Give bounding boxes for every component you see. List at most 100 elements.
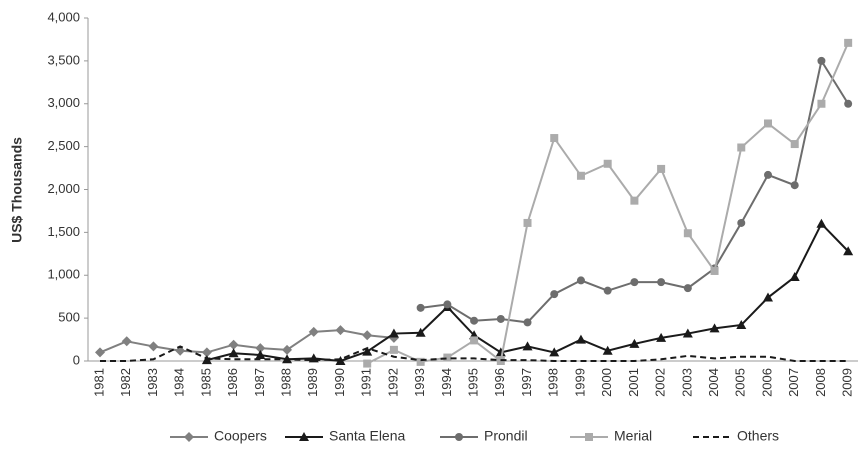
x-tick-label: 1990 — [332, 368, 347, 397]
x-tick-label: 1998 — [546, 368, 561, 397]
marker — [816, 218, 827, 228]
marker — [389, 345, 398, 354]
x-tick-label: 1996 — [492, 368, 507, 397]
x-tick-label: 1986 — [225, 368, 240, 397]
marker — [683, 284, 692, 293]
marker — [550, 290, 559, 299]
series-line — [206, 222, 849, 363]
marker — [656, 332, 667, 342]
marker — [121, 336, 132, 347]
y-tick-label: 2,000 — [47, 181, 80, 196]
y-tick-label: 2,500 — [47, 138, 80, 153]
x-tick-label: 1981 — [91, 368, 106, 397]
legend-label: Prondil — [484, 428, 528, 444]
marker — [630, 196, 639, 205]
marker — [201, 355, 212, 365]
x-tick-label: 2004 — [706, 368, 721, 397]
marker — [790, 140, 799, 149]
legend-label: Others — [737, 428, 779, 444]
y-tick-label: 3,500 — [47, 52, 80, 67]
marker — [763, 292, 773, 302]
marker — [576, 171, 585, 180]
x-tick-label: 2007 — [786, 368, 801, 397]
x-tick-label: 1991 — [359, 368, 374, 397]
x-tick-label: 2003 — [679, 368, 694, 397]
marker — [790, 181, 799, 190]
y-tick-label: 3,000 — [47, 95, 80, 110]
marker — [363, 359, 372, 368]
marker — [299, 432, 309, 441]
marker — [443, 300, 452, 309]
marker — [522, 341, 533, 351]
x-tick-label: 1984 — [172, 368, 187, 397]
marker — [388, 328, 399, 338]
x-tick-label: 1983 — [145, 368, 160, 397]
marker — [657, 278, 666, 287]
x-tick-label: 2006 — [759, 368, 774, 397]
marker — [710, 266, 719, 275]
marker — [575, 334, 586, 344]
marker — [844, 38, 853, 47]
marker — [629, 338, 640, 348]
x-tick-label: 1987 — [252, 368, 267, 397]
marker — [228, 348, 239, 358]
marker — [335, 356, 346, 365]
marker — [683, 229, 692, 238]
marker — [817, 99, 826, 108]
marker — [576, 276, 585, 285]
marker — [95, 347, 105, 358]
y-tick-label: 4,000 — [47, 9, 80, 24]
marker — [523, 318, 532, 327]
marker — [255, 349, 266, 359]
legend-label: Merial — [614, 428, 652, 444]
marker — [550, 134, 559, 143]
marker — [764, 119, 772, 128]
marker — [362, 330, 373, 341]
y-tick-label: 0 — [73, 352, 80, 367]
marker — [308, 326, 319, 337]
x-tick-label: 2000 — [599, 368, 614, 397]
marker — [496, 314, 505, 323]
marker — [603, 159, 612, 168]
y-axis-label: US$ Thousands — [9, 137, 25, 243]
marker — [585, 433, 593, 441]
marker — [495, 347, 506, 357]
marker — [523, 218, 532, 227]
marker — [549, 347, 560, 357]
marker — [709, 323, 720, 333]
marker — [455, 433, 463, 441]
marker — [416, 303, 425, 312]
marker — [737, 218, 746, 227]
marker — [843, 246, 854, 256]
y-tick-label: 500 — [58, 310, 80, 325]
legend-label: Coopers — [214, 428, 267, 444]
x-tick-label: 1992 — [385, 368, 400, 397]
legend-label: Santa Elena — [329, 428, 405, 444]
marker — [764, 170, 772, 179]
marker — [470, 336, 479, 345]
x-tick-label: 2001 — [626, 368, 641, 397]
x-tick-label: 1982 — [118, 368, 133, 397]
marker — [282, 344, 293, 355]
marker — [415, 327, 426, 337]
marker — [335, 325, 346, 336]
marker — [201, 347, 212, 358]
x-tick-label: 1995 — [466, 368, 481, 397]
marker — [416, 357, 425, 366]
marker — [148, 341, 159, 352]
x-tick-label: 1999 — [572, 368, 587, 397]
x-tick-label: 1988 — [278, 368, 293, 397]
x-tick-label: 1994 — [439, 368, 454, 397]
x-tick-label: 2009 — [840, 368, 855, 397]
marker — [184, 432, 194, 442]
marker — [470, 316, 479, 325]
y-tick-label: 1,500 — [47, 224, 80, 239]
x-tick-label: 1993 — [412, 368, 427, 397]
marker — [817, 56, 826, 65]
x-tick-label: 2002 — [653, 368, 668, 397]
marker — [603, 286, 612, 295]
x-tick-label: 1989 — [305, 368, 320, 397]
marker — [657, 164, 666, 173]
marker — [682, 328, 693, 338]
